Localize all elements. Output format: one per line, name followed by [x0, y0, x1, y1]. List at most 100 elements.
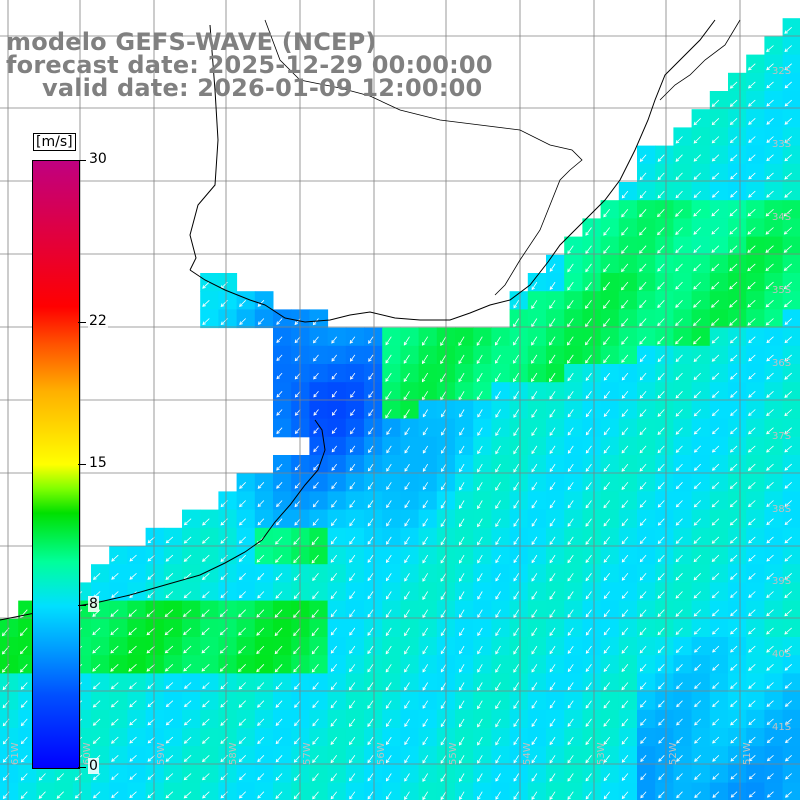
- wind-arrow: [422, 773, 429, 782]
- wind-arrow: [238, 573, 246, 581]
- wind-arrow: [784, 354, 792, 362]
- wind-arrow: [294, 391, 301, 398]
- wind-arrow: [675, 391, 683, 399]
- wind-arrow: [385, 773, 392, 782]
- wind-arrow: [368, 336, 374, 344]
- wind-arrow: [657, 463, 665, 472]
- wind-arrow: [459, 645, 465, 655]
- wind-arrow: [293, 736, 301, 745]
- wind-arrow: [784, 627, 792, 635]
- wind-arrow: [349, 791, 356, 800]
- wind-arrow: [183, 791, 192, 799]
- wind-arrow: [785, 736, 792, 744]
- wind-arrow: [385, 354, 392, 364]
- wind-arrow: [603, 372, 611, 381]
- wind-arrow: [567, 627, 574, 636]
- longitude-label: 59W: [156, 742, 167, 765]
- wind-arrow: [549, 409, 556, 418]
- wind-speed-cell: [200, 691, 219, 711]
- wind-speed-cell: [127, 746, 147, 765]
- wind-arrow: [729, 263, 738, 272]
- wind-speed-cell: [145, 637, 165, 656]
- wind-arrow: [367, 791, 374, 800]
- wind-speed-cell: [127, 564, 147, 583]
- wind-arrow: [330, 682, 338, 691]
- wind-arrow: [693, 591, 701, 599]
- wind-arrow: [477, 791, 483, 800]
- wind-arrow: [495, 700, 501, 710]
- wind-arrow: [621, 372, 629, 381]
- wind-speed-cell: [746, 509, 765, 529]
- wind-arrow: [220, 773, 228, 781]
- wind-speed-cell: [728, 728, 747, 747]
- wind-arrow: [146, 609, 155, 618]
- wind-arrow: [257, 700, 265, 708]
- wind-arrow: [603, 627, 611, 636]
- wind-arrow: [785, 773, 792, 780]
- wind-arrow: [693, 372, 701, 381]
- wind-arrow: [766, 172, 774, 180]
- wind-arrow: [513, 336, 520, 346]
- wind-arrow: [549, 482, 556, 491]
- wind-arrow: [404, 773, 410, 782]
- wind-speed-cell: [218, 764, 238, 784]
- wind-speed-cell: [200, 618, 219, 638]
- wind-arrow: [657, 354, 665, 363]
- wind-arrow: [513, 300, 520, 309]
- wind-arrow: [711, 573, 720, 581]
- wind-arrow: [675, 245, 683, 254]
- wind-arrow: [513, 645, 520, 655]
- wind-arrow: [621, 409, 629, 417]
- wind-arrow: [603, 482, 611, 491]
- wind-arrow: [747, 63, 756, 71]
- wind-speed-cell: [109, 764, 128, 784]
- wind-arrow: [312, 773, 319, 782]
- wind-arrow: [275, 718, 283, 726]
- wind-arrow: [146, 645, 155, 654]
- wind-arrow: [220, 536, 228, 544]
- wind-arrow: [386, 427, 392, 436]
- wind-arrow: [404, 791, 410, 800]
- wind-arrow: [477, 645, 483, 655]
- longitude-label: 53W: [596, 742, 607, 765]
- wind-arrow: [585, 682, 592, 691]
- wind-arrow: [748, 336, 756, 344]
- wind-speed-cell: [728, 527, 747, 547]
- wind-arrow: [275, 755, 283, 763]
- wind-arrow: [257, 791, 265, 799]
- wind-arrow: [440, 645, 447, 655]
- wind-speed-cell: [709, 491, 729, 511]
- wind-arrow: [693, 518, 701, 526]
- wind-speed-cell: [728, 709, 747, 729]
- wind-arrow: [367, 591, 374, 600]
- wind-arrow: [729, 81, 738, 89]
- wind-speed-cell: [728, 400, 747, 420]
- wind-arrow: [693, 554, 701, 563]
- wind-arrow: [385, 336, 392, 346]
- wind-arrow: [676, 682, 683, 690]
- wind-arrow: [422, 609, 429, 619]
- wind-speed-cell: [709, 728, 729, 747]
- wind-arrow: [276, 391, 283, 398]
- wind-arrow: [183, 609, 192, 618]
- wind-speed-cell: [109, 546, 128, 565]
- wind-speed-cell: [709, 200, 729, 219]
- wind-speed-cell: [236, 527, 256, 547]
- wind-arrow: [784, 81, 792, 89]
- wind-speed-cell: [163, 546, 183, 565]
- wind-arrow: [730, 573, 738, 580]
- wind-arrow: [293, 645, 301, 655]
- wind-arrow: [367, 463, 374, 472]
- wind-arrow: [312, 682, 319, 690]
- wind-arrow: [784, 372, 792, 380]
- wind-arrow: [422, 427, 429, 436]
- colorbar-tick-label: 15: [88, 454, 108, 471]
- wind-arrow: [603, 245, 611, 254]
- wind-arrow: [729, 445, 738, 453]
- wind-arrow: [165, 591, 174, 599]
- wind-arrow: [294, 427, 301, 434]
- wind-arrow: [748, 664, 756, 671]
- wind-speed-cell: [218, 637, 238, 656]
- wind-speed-cell: [728, 273, 747, 292]
- wind-speed-cell: [109, 600, 128, 620]
